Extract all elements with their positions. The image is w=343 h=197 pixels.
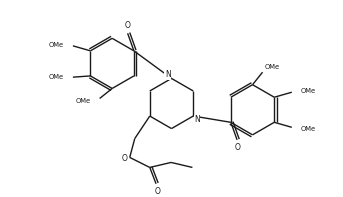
Text: OMe: OMe [265,64,280,70]
Text: O: O [154,187,160,196]
Text: O: O [122,154,128,163]
Text: OMe: OMe [76,98,91,104]
Text: OMe: OMe [300,88,316,94]
Text: N: N [194,115,200,124]
Text: OMe: OMe [49,42,64,48]
Text: O: O [234,143,240,152]
Text: N: N [165,70,170,79]
Text: O: O [125,21,131,30]
Text: OMe: OMe [300,125,316,132]
Text: OMe: OMe [49,74,64,80]
